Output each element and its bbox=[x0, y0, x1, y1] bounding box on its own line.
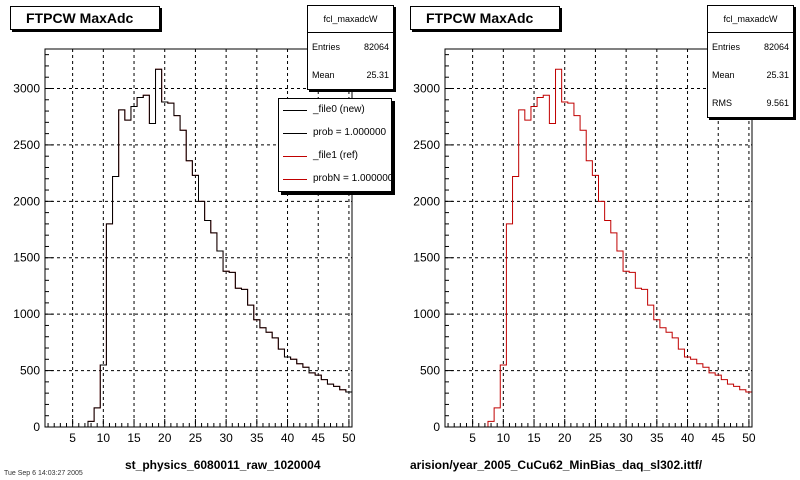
left-x-tick-label: 15 bbox=[127, 431, 141, 445]
left-x-axis-label: st_physics_6080011_raw_1020004 bbox=[125, 458, 321, 472]
right-series-0-line bbox=[445, 68, 752, 428]
stats-key: Entries bbox=[312, 42, 341, 52]
left-legend: _file0 (new) prob = 1.000000 _file1 (ref… bbox=[278, 98, 392, 192]
left-stats-row-entries: Entries 82064 bbox=[308, 33, 393, 61]
right-x-tick-label: 45 bbox=[712, 431, 726, 445]
timestamp-footnote: Tue Sep 6 14:03:27 2005 bbox=[4, 470, 83, 477]
left-x-tick-label: 35 bbox=[250, 431, 264, 445]
left-x-tick-label: 10 bbox=[97, 431, 111, 445]
legend-entry-probn: probN = 1.000000 bbox=[279, 168, 391, 191]
legend-line-red bbox=[283, 179, 307, 180]
legend-line-red bbox=[283, 156, 307, 157]
right-x-tick-label: 50 bbox=[742, 431, 756, 445]
left-y-tick-label: 2500 bbox=[13, 138, 40, 152]
left-y-tick-label: 1000 bbox=[13, 307, 40, 321]
stats-key: Mean bbox=[312, 70, 335, 80]
left-x-tick-label: 50 bbox=[342, 431, 356, 445]
left-stats-title: fcl_maxadcW bbox=[308, 6, 393, 33]
right-y-tick-label: 500 bbox=[420, 364, 440, 378]
right-hist-title: FTPCW MaxAdc bbox=[410, 6, 560, 30]
right-stats-row-mean: Mean 25.31 bbox=[708, 61, 793, 89]
left-stats-row-mean: Mean 25.31 bbox=[308, 61, 393, 89]
left-y-tick-label: 500 bbox=[20, 364, 40, 378]
left-histogram-pad: 5 10 15 20 25 30 35 40 45 50 0 500 1000 1500 2000 2500 3… bbox=[10, 5, 394, 472]
left-plot-frame bbox=[44, 48, 353, 428]
stats-value: 25.31 bbox=[766, 70, 789, 80]
stats-key: RMS bbox=[712, 98, 732, 108]
right-y-tick-label: 2500 bbox=[413, 138, 440, 152]
right-x-tick-label: 10 bbox=[497, 431, 511, 445]
legend-label: prob = 1.000000 bbox=[313, 127, 387, 138]
right-y-tick-label: 0 bbox=[433, 420, 440, 434]
stats-value: 9.561 bbox=[766, 98, 789, 108]
left-x-tick-label: 30 bbox=[219, 431, 233, 445]
stats-value: 82064 bbox=[363, 42, 389, 52]
right-x-tick-label: 25 bbox=[589, 431, 603, 445]
left-y-tick-label: 3000 bbox=[13, 81, 40, 95]
left-y-tick-label: 0 bbox=[33, 420, 40, 434]
left-y-tick-label: 1500 bbox=[13, 251, 40, 265]
right-y-tick-label: 1000 bbox=[413, 307, 440, 321]
left-stats-box: fcl_maxadcW Entries 82064 Mean 25.31 bbox=[307, 5, 394, 90]
legend-entry-prob: prob = 1.000000 bbox=[279, 122, 391, 145]
right-x-tick-label: 30 bbox=[619, 431, 633, 445]
legend-label: _file1 (ref) bbox=[313, 150, 359, 161]
right-stats-row-rms: RMS 9.561 bbox=[708, 89, 793, 117]
right-x-tick-label: 40 bbox=[681, 431, 695, 445]
left-x-tick-label: 20 bbox=[158, 431, 172, 445]
left-hist-title: FTPCW MaxAdc bbox=[10, 6, 160, 30]
right-x-axis-label: arision/year_2005_CuCu62_MinBias_daq_sl3… bbox=[410, 458, 703, 472]
legend-entry-file0: _file0 (new) bbox=[279, 99, 391, 122]
right-y-tick-label: 2000 bbox=[413, 194, 440, 208]
left-x-tick-label: 25 bbox=[189, 431, 203, 445]
right-stats-box: fcl_maxadcW Entries 82064 Mean 25.31 RMS… bbox=[707, 5, 794, 118]
left-x-tick-label: 5 bbox=[69, 431, 76, 445]
right-stats-title: fcl_maxadcW bbox=[708, 6, 793, 33]
legend-line-black bbox=[283, 133, 307, 134]
left-series-1-line bbox=[45, 68, 352, 428]
legend-label: probN = 1.000000 bbox=[313, 173, 392, 184]
right-plot-frame bbox=[444, 48, 753, 428]
right-x-tick-label: 15 bbox=[527, 431, 541, 445]
right-y-tick-label: 3000 bbox=[413, 81, 440, 95]
legend-entry-file1: _file1 (ref) bbox=[279, 145, 391, 168]
right-stats-row-entries: Entries 82064 bbox=[708, 33, 793, 61]
stats-key: Mean bbox=[712, 70, 735, 80]
legend-line-black bbox=[283, 110, 307, 111]
right-histogram-pad: 5 10 15 20 25 30 35 40 45 50 0 500 1000 1500 2000 2500 3… bbox=[400, 0, 800, 480]
left-x-tick-label: 45 bbox=[312, 431, 326, 445]
stats-key: Entries bbox=[712, 42, 741, 52]
legend-label: _file0 (new) bbox=[313, 104, 365, 115]
left-y-tick-label: 2000 bbox=[13, 194, 40, 208]
left-x-tick-label: 40 bbox=[281, 431, 295, 445]
stats-value: 25.31 bbox=[366, 70, 389, 80]
right-x-tick-label: 35 bbox=[650, 431, 664, 445]
right-x-tick-label: 20 bbox=[558, 431, 572, 445]
stats-value: 82064 bbox=[763, 42, 789, 52]
right-x-tick-label: 5 bbox=[469, 431, 476, 445]
right-y-tick-label: 1500 bbox=[413, 251, 440, 265]
